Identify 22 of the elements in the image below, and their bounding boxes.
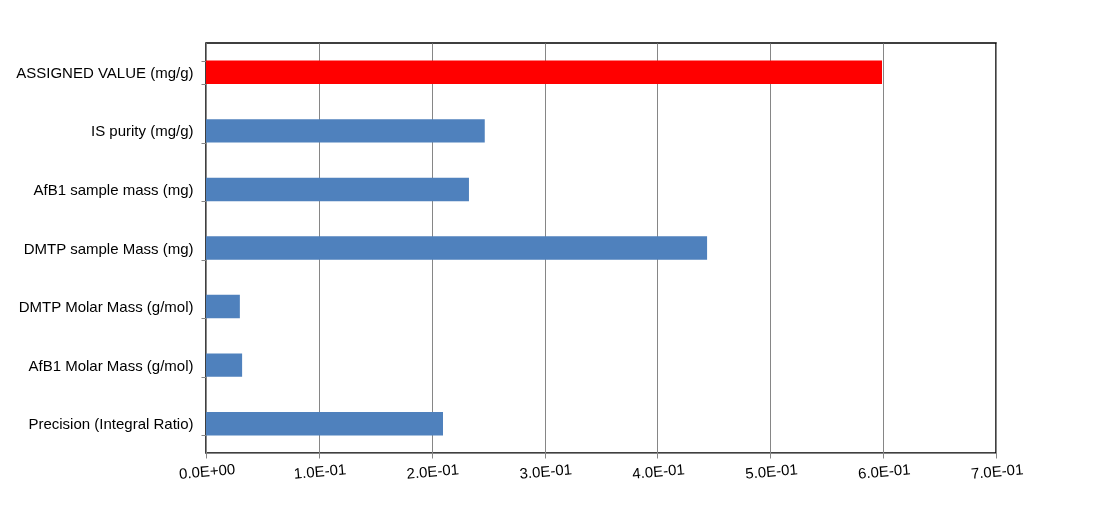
x-tick-label: 5.0E-01	[744, 460, 799, 482]
y-tick-label: Precision (Integral Ratio)	[28, 415, 194, 433]
bar	[206, 294, 240, 319]
y-tick-label: ASSIGNED VALUE (mg/g)	[16, 63, 194, 81]
x-tick-label: 6.0E-01	[857, 460, 912, 482]
x-tick-label: 3.0E-01	[518, 460, 573, 482]
bar	[206, 236, 708, 260]
bar	[206, 119, 485, 143]
y-tick-label: AfB1 Molar Mass (g/mol)	[28, 356, 194, 374]
y-tick-label: AfB1 sample mass (mg)	[33, 180, 194, 198]
x-tick-label: 7.0E-01	[970, 460, 1024, 482]
x-tick-label: 1.0E-01	[293, 460, 347, 482]
x-tick-label: 4.0E-01	[631, 460, 686, 482]
x-tick-label: 0.0E+00	[178, 460, 236, 482]
bar	[206, 60, 883, 84]
y-tick-label: DMTP Molar Mass (g/mol)	[18, 298, 194, 316]
bar	[206, 412, 443, 436]
bar	[206, 177, 469, 202]
x-tick-label: 2.0E-01	[405, 460, 460, 482]
y-tick-label: IS purity (mg/g)	[90, 122, 194, 140]
y-tick-label: DMTP sample Mass (mg)	[23, 239, 194, 257]
bar	[206, 353, 243, 377]
